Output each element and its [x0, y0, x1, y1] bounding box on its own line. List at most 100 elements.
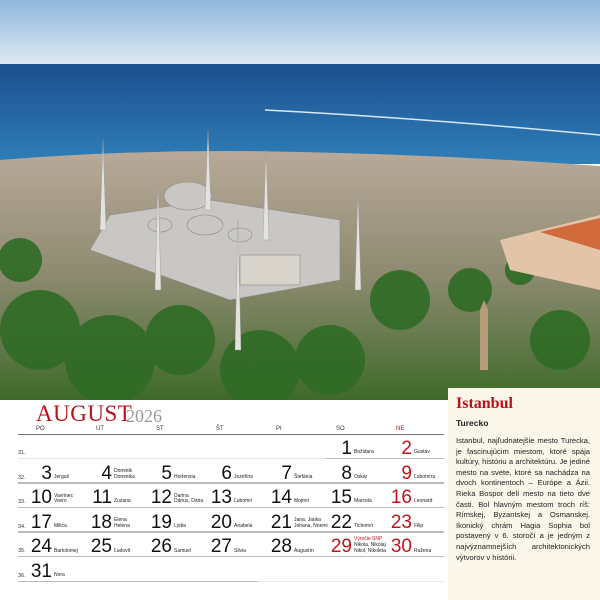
- name-line: Marcela: [354, 498, 372, 505]
- day-cell[interactable]: 29 Výročie SNP Nikola, Nikolaj Nikol, Nikol…: [328, 533, 388, 557]
- name-line: Vavro: [54, 498, 67, 505]
- day-cell[interactable]: 20 Anabela: [208, 509, 268, 533]
- day-cell[interactable]: 18 Elena Helena: [88, 509, 148, 533]
- day-cell[interactable]: 5 Hortenzia: [148, 460, 208, 484]
- name-line: Filip: [414, 523, 424, 530]
- day-number: 17: [30, 511, 52, 533]
- name-day: Anabela: [234, 523, 252, 530]
- day-number: 12: [150, 487, 172, 509]
- day-number: 30: [390, 536, 412, 558]
- day-cell[interactable]: 19 Lýdia: [148, 509, 208, 533]
- name-day: Ružena: [414, 548, 431, 555]
- day-cell[interactable]: 3 Jerguš: [28, 460, 88, 484]
- day-number: 14: [270, 487, 292, 509]
- name-day: Gustáv: [414, 449, 430, 456]
- name-line: Milica: [54, 523, 67, 530]
- header-divider: [18, 434, 444, 435]
- day-number: 10: [30, 487, 52, 509]
- day-cell[interactable]: 13 Ľubomír: [208, 484, 268, 508]
- weekday-header: ŠT: [216, 426, 224, 432]
- name-line: Dominika: [114, 473, 135, 480]
- day-cell[interactable]: 23 Filip: [388, 509, 448, 533]
- day-cell[interactable]: 26 Samuel: [148, 533, 208, 557]
- day-number: 27: [210, 536, 232, 558]
- name-line: Augustín: [294, 547, 314, 554]
- info-subtitle: Turecko: [456, 418, 489, 428]
- row-divider: [258, 580, 444, 582]
- year-label: 2026: [126, 406, 162, 426]
- day-cell[interactable]: 31 Nora: [28, 558, 88, 582]
- name-line: Johana, Noemi: [294, 523, 328, 530]
- day-cell[interactable]: 21 Jana, Janka Johana, Noemi: [268, 509, 328, 533]
- row-divider: [18, 482, 444, 484]
- name-line: Mojmír: [294, 498, 310, 505]
- name-line: Leonard: [414, 498, 433, 505]
- weekday-header: PI: [276, 426, 282, 432]
- week-row: 31. 1 Božidara 2 Gustáv: [0, 435, 448, 459]
- name-day: Bartolomej: [54, 548, 78, 555]
- week-number: 35.: [18, 548, 26, 555]
- weekday-header: NE: [396, 426, 405, 432]
- day-cell[interactable]: 7 Štefánia: [268, 460, 328, 484]
- name-day: Milica: [54, 523, 67, 530]
- day-cell[interactable]: 14 Mojmír: [268, 484, 328, 508]
- name-day: Jana, Janka Johana, Noemi: [294, 518, 328, 530]
- day-cell[interactable]: 24 Bartolomej: [28, 533, 88, 557]
- row-divider: [18, 506, 444, 509]
- name-line: Tichomír: [354, 523, 374, 530]
- name-line: Jerguš: [54, 473, 70, 480]
- name-day: Ľubomíra: [414, 474, 435, 481]
- day-number: 22: [330, 511, 352, 533]
- day-cell[interactable]: 25 Ľudovít: [88, 533, 148, 557]
- info-text: Istanbul, najľudnatejšie mesto Turecka, …: [456, 436, 590, 562]
- day-cell[interactable]: 2 Gustáv: [388, 435, 448, 459]
- month-title: AUGUST: [36, 401, 133, 426]
- day-cell[interactable]: 27 Silvia: [208, 533, 268, 557]
- name-line: Lýdia: [174, 523, 186, 530]
- week-row: 36. 31 Nora: [0, 558, 448, 582]
- name-line: Jozefína: [234, 473, 253, 480]
- name-line: Dominik: [114, 468, 133, 475]
- name-line: Štefánia: [294, 473, 313, 480]
- name-line: Samuel: [174, 547, 191, 554]
- calendar: AUGUST 2026 PO UT ST ŠT PI SO NE 31. 1 Božidara 2…: [0, 400, 448, 600]
- day-cell[interactable]: 6 Jozefína: [208, 460, 268, 484]
- day-cell[interactable]: 28 Augustín: [268, 533, 328, 557]
- name-day: Výročie SNP Nikola, Nikolaj Nikol, Nikolet…: [354, 536, 386, 554]
- day-number: 5: [161, 462, 172, 484]
- day-cell[interactable]: 10 Vavrinec Vavro: [28, 484, 88, 508]
- name-line: Ľudovít: [114, 547, 131, 554]
- name-day: Lýdia: [174, 523, 186, 530]
- name-day: Tichomír: [354, 523, 374, 530]
- day-cell[interactable]: 30 Ružena: [388, 533, 448, 557]
- day-cell[interactable]: 8 Oskár: [328, 460, 388, 484]
- name-day: Nora: [54, 572, 65, 579]
- day-cell[interactable]: 4 Dominik Dominika: [88, 460, 148, 484]
- day-cell[interactable]: 22 Tichomír: [328, 509, 388, 533]
- weekday-header: PO: [36, 426, 45, 432]
- day-number: 29: [330, 536, 352, 558]
- name-line: Darina: [174, 492, 189, 499]
- week-row: 33. 10 Vavrinec Vavro 11 Zuzana 12 Darina Dárius…: [0, 484, 448, 509]
- name-day: Ľudovít: [114, 547, 131, 555]
- name-day: Dominik Dominika: [114, 468, 135, 481]
- day-cell[interactable]: 9 Ľubomíra: [388, 460, 448, 484]
- day-number: 20: [210, 511, 232, 533]
- week-row: 35. 24 Bartolomej 25 Ľudovít 26 Samuel 27 Silvia…: [0, 533, 448, 558]
- day-cell[interactable]: 15 Marcela: [328, 484, 388, 508]
- row-divider: [18, 555, 444, 558]
- day-number: 23: [390, 511, 412, 533]
- name-day: Vavrinec Vavro: [54, 493, 73, 506]
- day-cell[interactable]: 1 Božidara: [328, 435, 388, 459]
- day-number: 11: [92, 487, 112, 509]
- day-cell[interactable]: 11 Zuzana: [88, 484, 148, 508]
- day-number: 2: [401, 438, 412, 459]
- day-number: 8: [341, 462, 352, 484]
- day-number: 24: [30, 536, 52, 558]
- name-line: Ľubomír: [234, 498, 253, 505]
- day-cell[interactable]: 17 Milica: [28, 509, 88, 533]
- name-day: Zuzana: [114, 499, 131, 505]
- day-cell[interactable]: 12 Darina Dárius, Dária: [148, 484, 208, 508]
- day-cell[interactable]: 16 Leonard: [388, 484, 448, 508]
- day-number: 16: [390, 487, 412, 509]
